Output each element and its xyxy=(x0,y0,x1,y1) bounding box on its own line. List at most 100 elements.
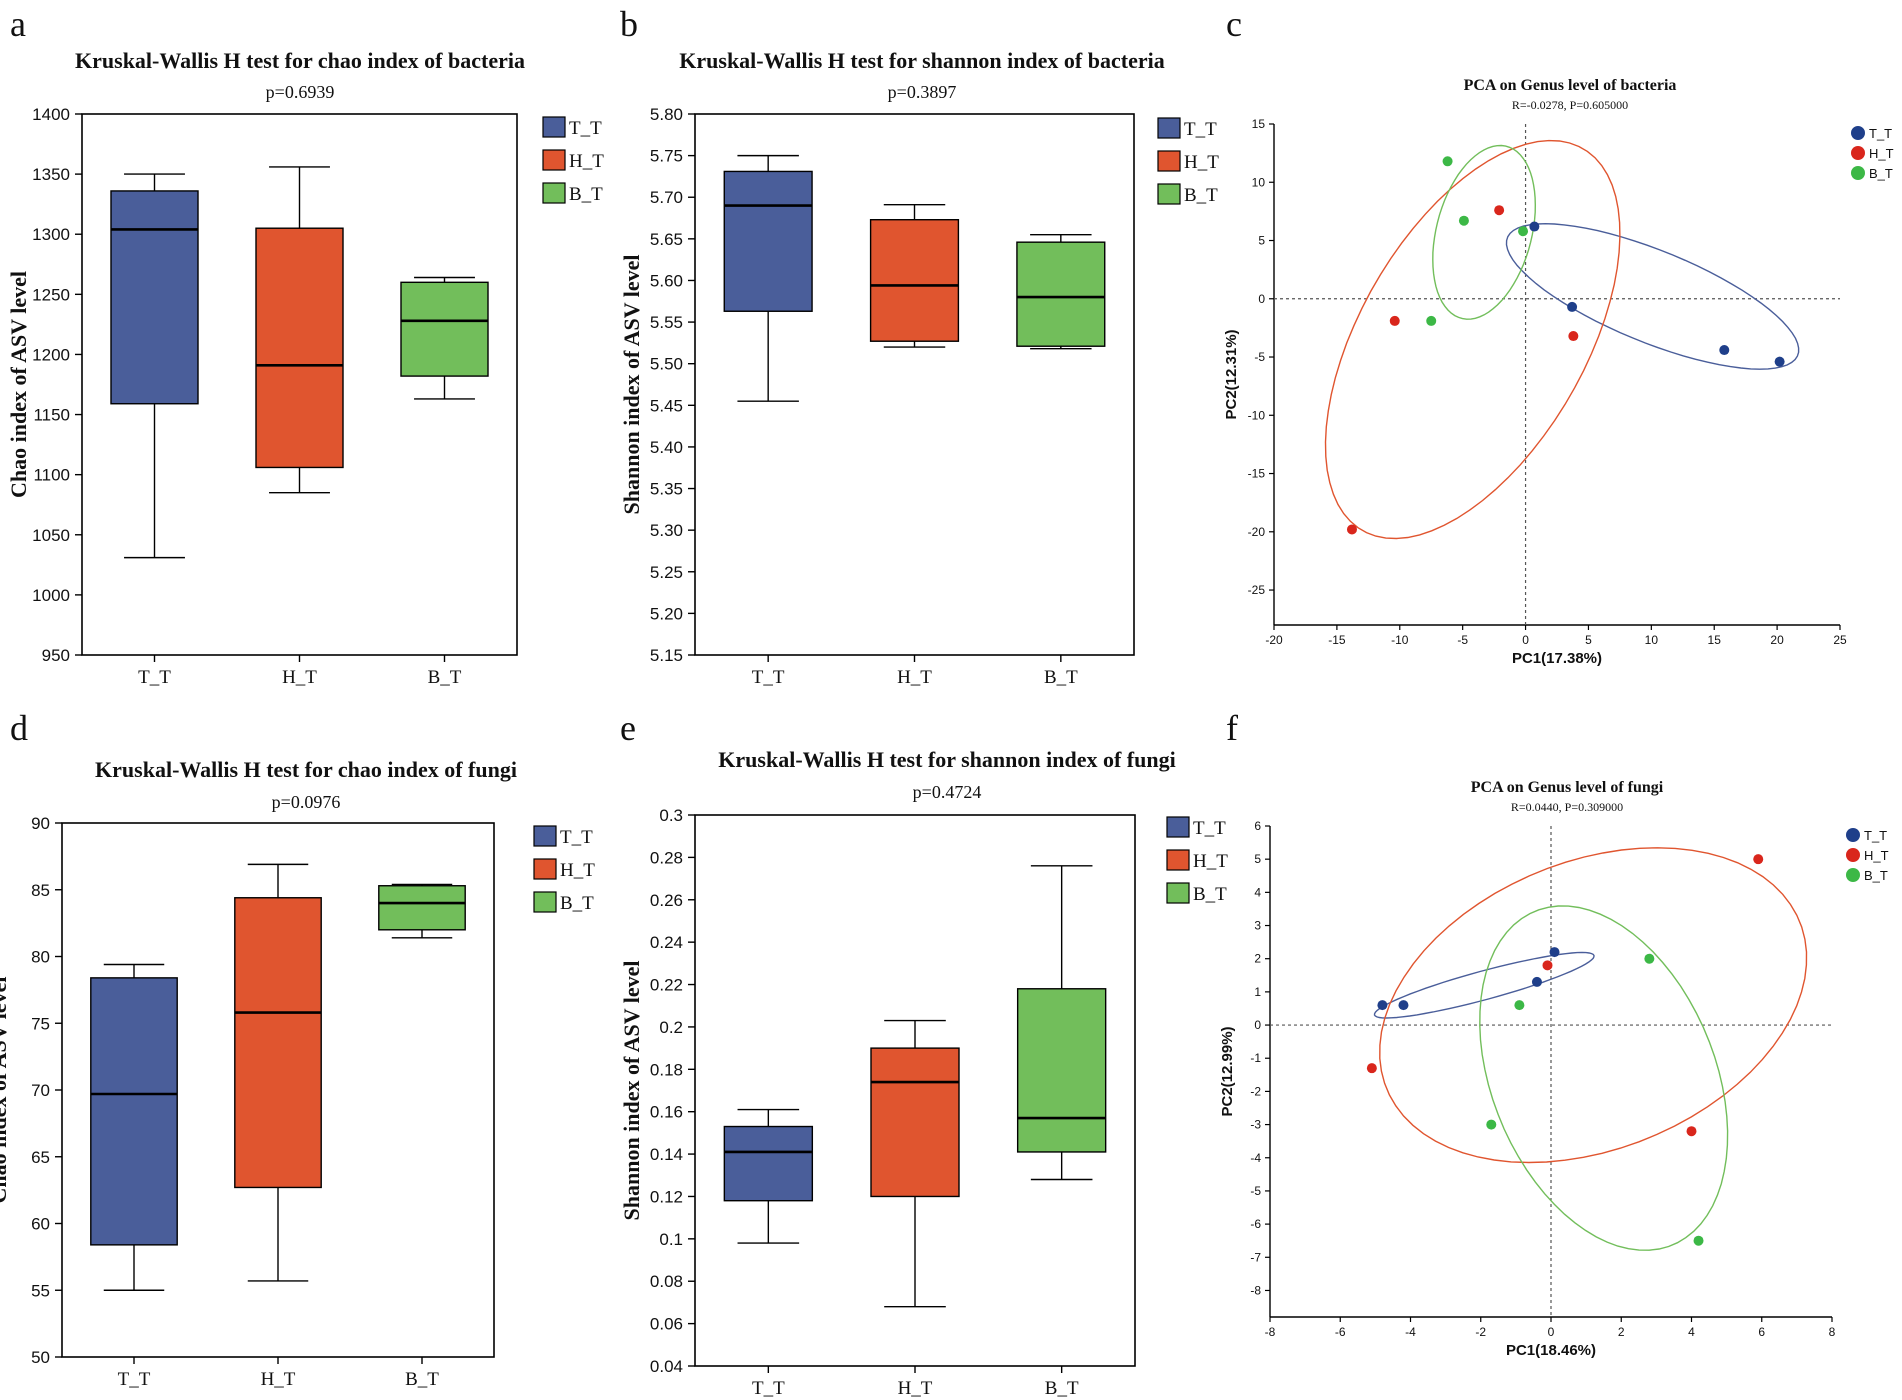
y-tick-label: 5.45 xyxy=(650,396,683,415)
legend-label: T_T xyxy=(1184,119,1217,140)
y-tick-label: 0 xyxy=(1254,1018,1261,1032)
x-tick-label: 20 xyxy=(1770,633,1784,647)
legend-label: T_T xyxy=(569,118,602,139)
legend-marker-H_T xyxy=(1851,146,1865,160)
y-tick-label: 0.3 xyxy=(659,806,683,825)
y-tick-label: 0.08 xyxy=(650,1272,683,1291)
y-tick-label: 55 xyxy=(31,1281,50,1300)
legend-swatch-H_T xyxy=(542,149,566,171)
legend-swatch-H_T xyxy=(1157,150,1181,172)
y-tick-label: 65 xyxy=(31,1148,50,1167)
legend-marker-T_T xyxy=(1851,126,1865,140)
y-tick-label: 5.30 xyxy=(650,521,683,540)
x-tick-label: -6 xyxy=(1335,1325,1346,1339)
y-tick-label: 1050 xyxy=(32,526,70,545)
y-tick-label: 5 xyxy=(1254,852,1261,866)
legend-swatch-B_T xyxy=(1157,183,1181,205)
x-tick-label: 5 xyxy=(1585,633,1592,647)
legend-label: T_T xyxy=(1864,828,1887,843)
x-tick-label: H_T xyxy=(897,667,932,688)
panel-d: d Kruskal-Wallis H test for chao index of… xyxy=(0,708,595,1390)
x-tick-label: -15 xyxy=(1328,633,1346,647)
box-iqr xyxy=(234,897,322,1189)
y-axis-label: PC2(12.99%) xyxy=(1219,1026,1236,1116)
box-T_T xyxy=(723,1108,814,1244)
box-iqr xyxy=(723,170,813,312)
legend-label: H_T xyxy=(1869,146,1894,161)
legend-label: H_T xyxy=(569,151,604,172)
panel-a: a Kruskal-Wallis H test for chao index of… xyxy=(6,4,604,688)
x-tick-label: T_T xyxy=(752,1378,785,1399)
y-tick-label: 1350 xyxy=(32,165,70,184)
y-tick-label: 5.50 xyxy=(650,355,683,374)
y-tick-label: 5.60 xyxy=(650,271,683,290)
legend-label: T_T xyxy=(1193,818,1226,839)
point-B_T xyxy=(1514,1000,1525,1011)
y-tick-label: 6 xyxy=(1254,819,1261,833)
stat-label: R=-0.0278, P=0.605000 xyxy=(1512,98,1628,112)
y-tick-label: -8 xyxy=(1250,1283,1261,1297)
y-tick-label: -20 xyxy=(1248,525,1266,539)
y-tick-label: 0.18 xyxy=(650,1060,683,1079)
point-T_T xyxy=(1529,221,1540,232)
legend-label: H_T xyxy=(560,860,595,881)
ellipse-H_T xyxy=(1379,847,1808,1164)
y-tick-label: 5 xyxy=(1258,234,1265,248)
box-B_T xyxy=(1016,865,1107,1181)
point-H_T xyxy=(1389,315,1400,326)
y-tick-label: -15 xyxy=(1248,467,1266,481)
x-tick-label: -2 xyxy=(1475,1325,1486,1339)
panel-letter-f: f xyxy=(1226,708,1238,748)
y-tick-label: 1150 xyxy=(33,406,70,425)
x-tick-label: 10 xyxy=(1645,633,1659,647)
panel-e: e Kruskal-Wallis H test for shannon index… xyxy=(619,708,1228,1399)
y-tick-label: 80 xyxy=(31,948,50,967)
y-axis-label: PC2(12.31%) xyxy=(1223,329,1240,419)
x-tick-label: 15 xyxy=(1708,633,1722,647)
x-tick-label: 8 xyxy=(1829,1325,1836,1339)
y-tick-label: 5.75 xyxy=(650,147,683,166)
x-tick-label: -5 xyxy=(1457,633,1468,647)
y-tick-label: 0.26 xyxy=(650,891,683,910)
y-tick-label: 0.14 xyxy=(650,1145,683,1164)
y-tick-label: 5.80 xyxy=(650,105,683,124)
y-tick-label: 0.1 xyxy=(659,1230,683,1249)
y-tick-label: 0.04 xyxy=(650,1357,683,1376)
y-tick-label: -5 xyxy=(1250,1184,1261,1198)
y-tick-label: 0.12 xyxy=(650,1187,683,1206)
chart-title: Kruskal-Wallis H test for chao index of … xyxy=(95,757,517,782)
panel-b: b Kruskal-Wallis H test for shannon index… xyxy=(619,4,1219,688)
point-H_T xyxy=(1366,1063,1377,1074)
x-tick-label: B_T xyxy=(428,667,462,688)
point-B_T xyxy=(1442,156,1453,167)
y-tick-label: 0.16 xyxy=(650,1103,683,1122)
box-iqr xyxy=(378,885,466,931)
legend-label: B_T xyxy=(1193,884,1227,905)
legend-marker-H_T xyxy=(1846,848,1860,862)
y-tick-label: 1000 xyxy=(32,586,70,605)
y-tick-label: -7 xyxy=(1250,1250,1261,1264)
x-tick-label: -20 xyxy=(1265,633,1283,647)
box-iqr xyxy=(255,227,344,469)
box-iqr xyxy=(723,1125,814,1202)
panel-letter-e: e xyxy=(620,708,636,748)
box-iqr xyxy=(110,190,199,405)
box-iqr xyxy=(1016,241,1106,347)
y-tick-label: 0.28 xyxy=(650,848,683,867)
point-T_T xyxy=(1719,345,1730,356)
legend-label: H_T xyxy=(1864,848,1889,863)
x-tick-label: B_T xyxy=(405,1369,439,1390)
box-iqr xyxy=(869,219,960,342)
legend-marker-B_T xyxy=(1851,166,1865,180)
p-value-label: p=0.4724 xyxy=(913,782,982,802)
panel-c: c PCA on Genus level of bacteria R=-0.0278… xyxy=(1223,4,1894,667)
legend-label: T_T xyxy=(560,827,593,848)
x-tick-label: 2 xyxy=(1618,1325,1625,1339)
y-tick-label: 0.24 xyxy=(650,933,683,952)
chart-title: PCA on Genus level of bacteria xyxy=(1464,77,1677,94)
point-H_T xyxy=(1686,1126,1697,1137)
y-tick-label: -6 xyxy=(1250,1217,1261,1231)
ellipse-T_T xyxy=(1373,951,1595,1019)
x-tick-label: 0 xyxy=(1522,633,1529,647)
